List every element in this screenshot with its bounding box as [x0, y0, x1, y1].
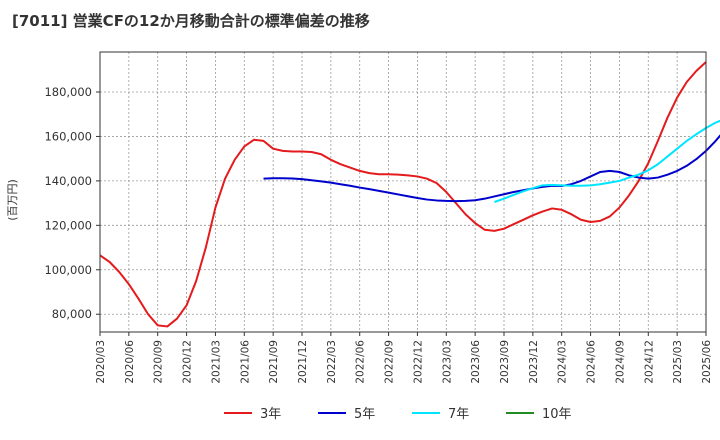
plot-background [100, 52, 706, 332]
legend: 3年 5年 7年 10年 [224, 407, 572, 422]
x-axis-ticks: 2020/03 2020/06 2020/09 2020/12 2021/03 2021/… [95, 332, 713, 384]
legend-label: 10年 [542, 407, 572, 422]
plot-frame [99, 51, 707, 333]
x-tick-label: 2023/03 [441, 340, 453, 384]
x-tick-label: 2020/03 [95, 340, 107, 384]
y-tick-label: 160,000 [44, 129, 92, 143]
x-tick-label: 2021/12 [297, 340, 309, 384]
series-line-3年 [99, 61, 707, 328]
x-tick-label: 2022/12 [412, 340, 424, 384]
x-tick-label: 2023/06 [470, 340, 482, 384]
x-tick-label: 2024/03 [557, 340, 569, 384]
y-tick-label: 140,000 [44, 174, 92, 188]
x-tick-label: 2022/06 [355, 340, 367, 384]
y-tick-label: 80,000 [52, 307, 92, 321]
x-tick-label: 2021/03 [210, 340, 222, 384]
x-tick-label: 2023/09 [499, 340, 511, 384]
chart-title: [7011] 営業CFの12か月移動合計の標準偏差の推移 [12, 12, 370, 30]
x-tick-label: 2022/03 [326, 340, 338, 384]
y-tick-label: 120,000 [44, 218, 92, 232]
x-tick-label: 2023/12 [528, 340, 540, 384]
x-tick-label: 2021/09 [268, 340, 280, 384]
series-line-5年 [263, 134, 720, 203]
legend-label: 5年 [354, 407, 375, 422]
x-tick-label: 2020/12 [182, 340, 194, 384]
y-axis-ticks: 80,000 100,000 120,000 140,000 160,000 180,00… [44, 85, 100, 321]
y-tick-label: 100,000 [44, 263, 92, 277]
x-tick-label: 2025/03 [672, 340, 684, 384]
x-tick-label: 2024/06 [586, 340, 598, 384]
series-layer [99, 61, 720, 328]
series-line-7年 [494, 119, 720, 203]
x-tick-label: 2024/09 [614, 340, 626, 384]
y-tick-label: 180,000 [44, 85, 92, 99]
x-tick-label: 2020/09 [153, 340, 165, 384]
x-tick-label: 2020/06 [124, 340, 136, 384]
x-tick-label: 2022/09 [384, 340, 396, 384]
legend-label: 3年 [260, 407, 281, 422]
x-tick-label: 2024/12 [643, 340, 655, 384]
y-axis-label: (百万円) [6, 179, 19, 221]
x-tick-label: 2025/06 [701, 340, 713, 384]
legend-label: 7年 [448, 407, 469, 422]
x-tick-label: 2021/06 [239, 340, 251, 384]
